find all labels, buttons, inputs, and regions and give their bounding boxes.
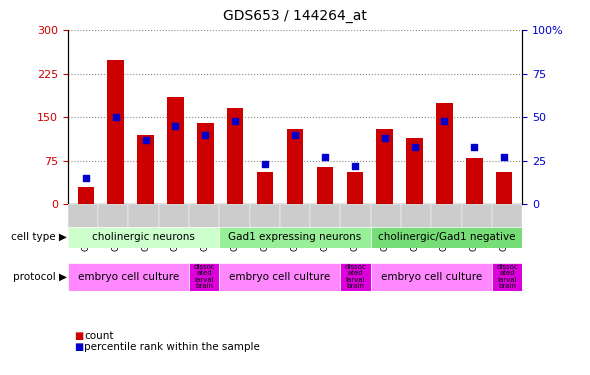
Bar — [287, 129, 303, 204]
Bar — [167, 97, 183, 204]
Point — [410, 144, 419, 150]
Text: dissoc
ated
larval
brain: dissoc ated larval brain — [496, 264, 518, 290]
Text: protocol ▶: protocol ▶ — [12, 272, 67, 282]
Bar — [466, 158, 483, 204]
Point — [380, 135, 389, 141]
Point — [81, 175, 90, 181]
Bar — [340, 204, 371, 248]
Bar — [159, 204, 189, 248]
Text: embryo cell culture: embryo cell culture — [381, 272, 482, 282]
Bar — [197, 123, 214, 204]
Point — [440, 118, 449, 124]
Text: cholinergic/Gad1 negative: cholinergic/Gad1 negative — [378, 232, 515, 242]
Bar — [98, 204, 129, 248]
Bar — [129, 204, 159, 248]
Bar — [317, 166, 333, 204]
Text: GDS653 / 144264_at: GDS653 / 144264_at — [223, 9, 367, 23]
Text: cholinergic neurons: cholinergic neurons — [92, 232, 195, 242]
Bar — [401, 204, 431, 248]
Point — [290, 132, 300, 138]
Point — [141, 137, 150, 143]
Point — [470, 144, 479, 150]
Bar — [407, 138, 423, 204]
Point — [350, 163, 359, 169]
Bar — [431, 204, 461, 248]
Bar — [492, 204, 522, 248]
Bar — [107, 60, 124, 204]
Bar — [461, 204, 492, 248]
Bar — [340, 262, 371, 291]
Bar — [280, 204, 310, 248]
Bar — [77, 187, 94, 204]
Bar — [219, 204, 250, 248]
Bar — [371, 227, 522, 248]
Point — [111, 114, 120, 120]
Point — [260, 161, 270, 167]
Text: cell type ▶: cell type ▶ — [11, 232, 67, 242]
Point — [320, 154, 330, 160]
Point — [231, 118, 240, 124]
Bar — [492, 262, 522, 291]
Point — [171, 123, 180, 129]
Bar — [219, 227, 371, 248]
Text: Gad1 expressing neurons: Gad1 expressing neurons — [228, 232, 362, 242]
Bar — [310, 204, 340, 248]
Point — [500, 154, 509, 160]
Bar — [371, 262, 492, 291]
Bar — [376, 129, 393, 204]
Bar — [189, 204, 219, 248]
Text: embryo cell culture: embryo cell culture — [78, 272, 179, 282]
Bar — [137, 135, 154, 204]
Bar — [250, 204, 280, 248]
Bar — [219, 262, 340, 291]
Text: ■: ■ — [74, 342, 83, 352]
Bar — [371, 204, 401, 248]
Text: dissoc
ated
larval
brain: dissoc ated larval brain — [194, 264, 215, 290]
Bar — [436, 103, 453, 204]
Bar — [496, 172, 513, 204]
Bar — [346, 172, 363, 204]
Bar — [257, 172, 273, 204]
Text: percentile rank within the sample: percentile rank within the sample — [84, 342, 260, 352]
Bar — [189, 262, 219, 291]
Text: ■: ■ — [74, 331, 83, 340]
Text: embryo cell culture: embryo cell culture — [230, 272, 330, 282]
Point — [201, 132, 210, 138]
Bar — [68, 262, 189, 291]
Text: count: count — [84, 331, 114, 340]
Bar — [227, 108, 244, 204]
Bar — [68, 204, 98, 248]
Bar — [68, 227, 219, 248]
Text: dissoc
ated
larval
brain: dissoc ated larval brain — [345, 264, 366, 290]
